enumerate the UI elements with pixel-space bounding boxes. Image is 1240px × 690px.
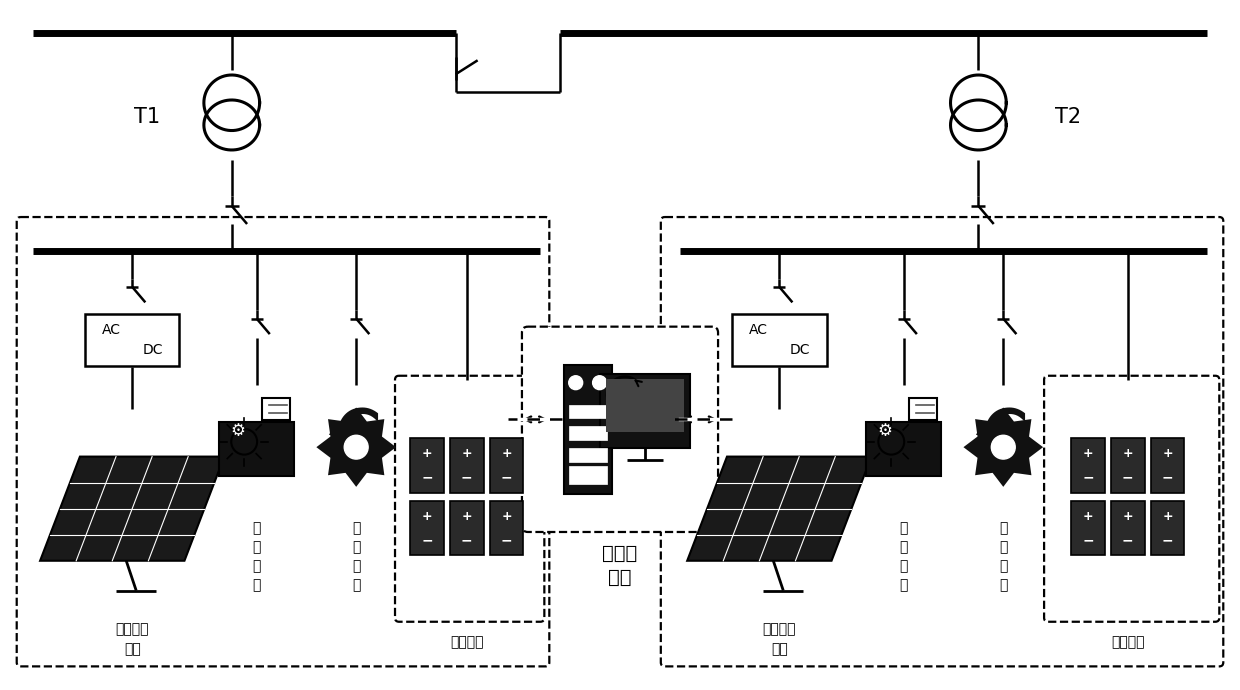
Text: 线: 线 [352, 540, 361, 554]
Bar [1071, 501, 1105, 555]
Text: +: + [461, 509, 472, 522]
Bar [909, 398, 937, 420]
Text: −: − [422, 533, 433, 547]
Text: +: + [1162, 509, 1173, 522]
Circle shape [569, 376, 583, 390]
Text: −: − [501, 471, 512, 484]
Text: €: € [976, 406, 1030, 489]
Text: 荷: 荷 [253, 578, 260, 592]
Text: +: + [501, 447, 512, 460]
Text: 阵列: 阵列 [771, 642, 787, 656]
Text: +: + [422, 447, 433, 460]
Text: 荷: 荷 [899, 578, 908, 592]
Text: +: + [422, 509, 433, 522]
Text: −: − [461, 471, 472, 484]
Bar [569, 404, 606, 418]
Bar [219, 422, 294, 476]
Text: AC: AC [749, 323, 768, 337]
Text: −: − [1122, 471, 1133, 484]
Bar [1111, 501, 1145, 555]
Circle shape [593, 376, 606, 390]
Text: 光伏电池: 光伏电池 [115, 622, 149, 637]
Text: 储能系统: 储能系统 [450, 635, 484, 649]
Bar [410, 501, 444, 555]
Bar [450, 438, 484, 493]
Text: 产: 产 [352, 522, 361, 535]
Text: 荷: 荷 [352, 578, 361, 592]
Text: +: + [461, 447, 472, 460]
Text: −: − [1162, 471, 1173, 484]
Text: 要: 要 [899, 540, 908, 554]
Text: 荷: 荷 [999, 578, 1007, 592]
Bar [569, 426, 606, 440]
Text: +: + [1122, 447, 1133, 460]
Bar [732, 314, 827, 366]
Text: 光伏电池: 光伏电池 [763, 622, 796, 637]
Text: 负: 负 [352, 559, 361, 573]
Bar [564, 365, 611, 494]
Bar [867, 422, 941, 476]
Bar [1151, 438, 1184, 493]
Bar [606, 380, 683, 432]
Text: −: − [422, 471, 433, 484]
Text: DC: DC [143, 344, 164, 357]
Bar [84, 314, 180, 366]
Text: −: − [1162, 533, 1173, 547]
Text: 阵列: 阵列 [124, 642, 140, 656]
Text: 重: 重 [253, 522, 260, 535]
Bar [569, 448, 606, 462]
Text: AC: AC [102, 323, 120, 337]
Text: −: − [461, 533, 472, 547]
Text: 负: 负 [899, 559, 908, 573]
Text: T2: T2 [1055, 107, 1081, 127]
Text: 产: 产 [999, 522, 1007, 535]
Text: 储能系统: 储能系统 [1111, 635, 1145, 649]
Bar [262, 398, 290, 420]
Text: 负: 负 [253, 559, 260, 573]
Text: ⚙: ⚙ [231, 422, 246, 440]
Bar [410, 438, 444, 493]
Polygon shape [687, 457, 872, 561]
Bar [490, 501, 523, 555]
Text: +: + [1162, 447, 1173, 460]
Text: 要: 要 [253, 540, 260, 554]
Text: 重: 重 [899, 522, 908, 535]
Text: +: + [501, 509, 512, 522]
Polygon shape [40, 457, 224, 561]
Text: 负: 负 [999, 559, 1007, 573]
Text: 线: 线 [999, 540, 1007, 554]
Bar [600, 373, 689, 448]
Text: −: − [1122, 533, 1133, 547]
Text: −: − [501, 533, 512, 547]
Bar [1071, 438, 1105, 493]
Circle shape [991, 435, 1016, 459]
Circle shape [345, 435, 368, 459]
Bar [490, 438, 523, 493]
Bar [450, 501, 484, 555]
Polygon shape [963, 408, 1043, 487]
Bar [1151, 501, 1184, 555]
Text: +: + [1083, 447, 1094, 460]
Text: €: € [329, 406, 383, 489]
Text: ⚙: ⚙ [878, 422, 893, 440]
Text: +: + [1083, 509, 1094, 522]
Text: +: + [1122, 509, 1133, 522]
Bar [569, 466, 606, 484]
Text: DC: DC [790, 344, 810, 357]
Text: −: − [1083, 533, 1094, 547]
Text: 中央控: 中央控 [603, 544, 637, 563]
Bar [1111, 438, 1145, 493]
Text: −: − [1083, 471, 1094, 484]
Text: T1: T1 [134, 107, 160, 127]
Text: 制器: 制器 [609, 568, 631, 587]
Polygon shape [316, 408, 396, 487]
FancyBboxPatch shape [522, 326, 718, 532]
